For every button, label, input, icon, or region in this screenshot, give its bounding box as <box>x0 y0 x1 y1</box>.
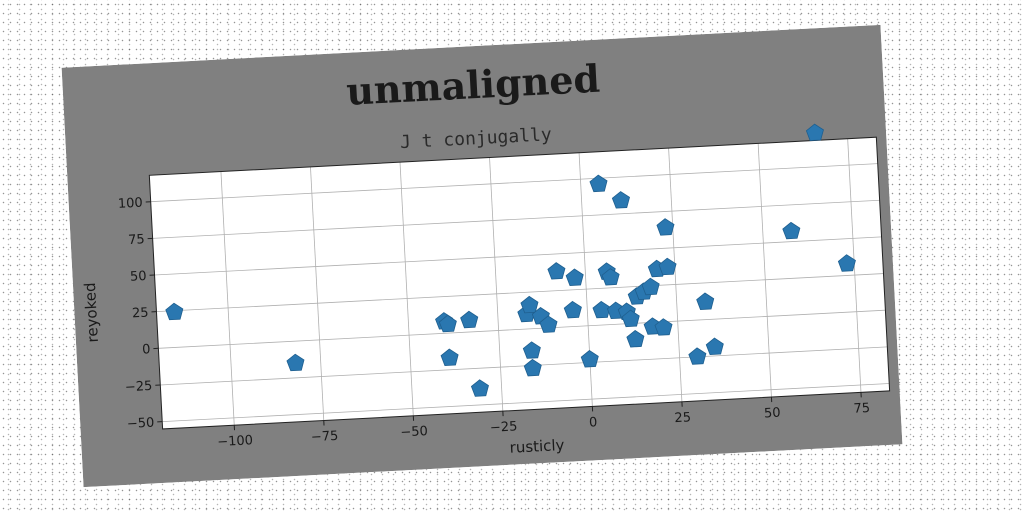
data-point <box>688 347 707 365</box>
chart-figure: unmaligned J t conjugally −100 −75 −50 −25 0… <box>61 24 903 488</box>
y-tick-label: −50 <box>127 416 155 432</box>
x-gridline <box>668 148 683 402</box>
data-point <box>641 277 660 296</box>
y-gridline <box>156 273 884 313</box>
y-tick-label: 75 <box>128 232 145 248</box>
x-gridline <box>757 143 772 398</box>
data-point <box>592 300 611 319</box>
plot-area: −100 −75 −50 −25 0 25 50 75 −50 −25 0 25 50 75 100 <box>118 123 891 450</box>
data-point <box>696 292 715 310</box>
data-point <box>563 300 582 319</box>
y-tick-label: 50 <box>130 269 147 285</box>
data-point <box>626 329 645 348</box>
x-tick-label: −25 <box>490 419 518 435</box>
y-gridline <box>158 309 886 349</box>
data-point <box>782 221 801 240</box>
data-point <box>522 341 541 359</box>
data-point <box>601 268 620 286</box>
data-point <box>589 174 608 193</box>
data-point <box>656 218 675 236</box>
data-point <box>539 315 558 333</box>
x-tick-label: −50 <box>400 424 428 440</box>
y-gridline <box>162 383 890 423</box>
x-gridline <box>310 166 325 421</box>
y-tick-label: 100 <box>118 196 144 212</box>
data-point <box>837 254 856 272</box>
y-tick-label: 25 <box>132 306 149 322</box>
plot-background <box>149 137 890 429</box>
data-point <box>547 262 566 280</box>
x-gridline <box>399 162 414 416</box>
x-tick-label: −100 <box>217 433 253 450</box>
y-gridline <box>150 163 878 203</box>
data-point <box>565 268 584 286</box>
data-point <box>580 350 599 368</box>
data-point <box>440 348 459 367</box>
x-tick-label: 50 <box>764 406 781 422</box>
data-point <box>470 379 489 397</box>
x-gridline <box>489 157 504 412</box>
y-gridline <box>154 236 882 276</box>
data-point <box>460 310 479 329</box>
data-point <box>805 123 824 141</box>
x-tick-label: 75 <box>853 401 870 417</box>
data-point <box>523 358 542 377</box>
y-tick-label: 0 <box>142 342 151 357</box>
data-point <box>165 302 184 321</box>
data-point <box>705 337 724 356</box>
data-point <box>520 295 539 314</box>
x-tick-label: −75 <box>311 429 339 445</box>
y-tick-label: −25 <box>125 379 153 395</box>
data-point <box>611 191 630 209</box>
x-axis-label: rusticly <box>509 436 565 457</box>
x-gridline <box>220 171 235 426</box>
data-point <box>654 318 673 336</box>
data-point <box>438 314 457 333</box>
data-point <box>658 257 677 276</box>
data-point <box>621 309 640 328</box>
x-tick-label: 25 <box>674 410 691 426</box>
scatter-chart: unmaligned J t conjugally −100 −75 −50 −25 0… <box>61 24 903 488</box>
x-tick-label: 0 <box>589 415 598 430</box>
data-point <box>286 353 305 372</box>
plot-frame <box>148 136 891 430</box>
y-axis-label: reyoked <box>81 282 102 343</box>
y-gridline <box>152 199 880 239</box>
